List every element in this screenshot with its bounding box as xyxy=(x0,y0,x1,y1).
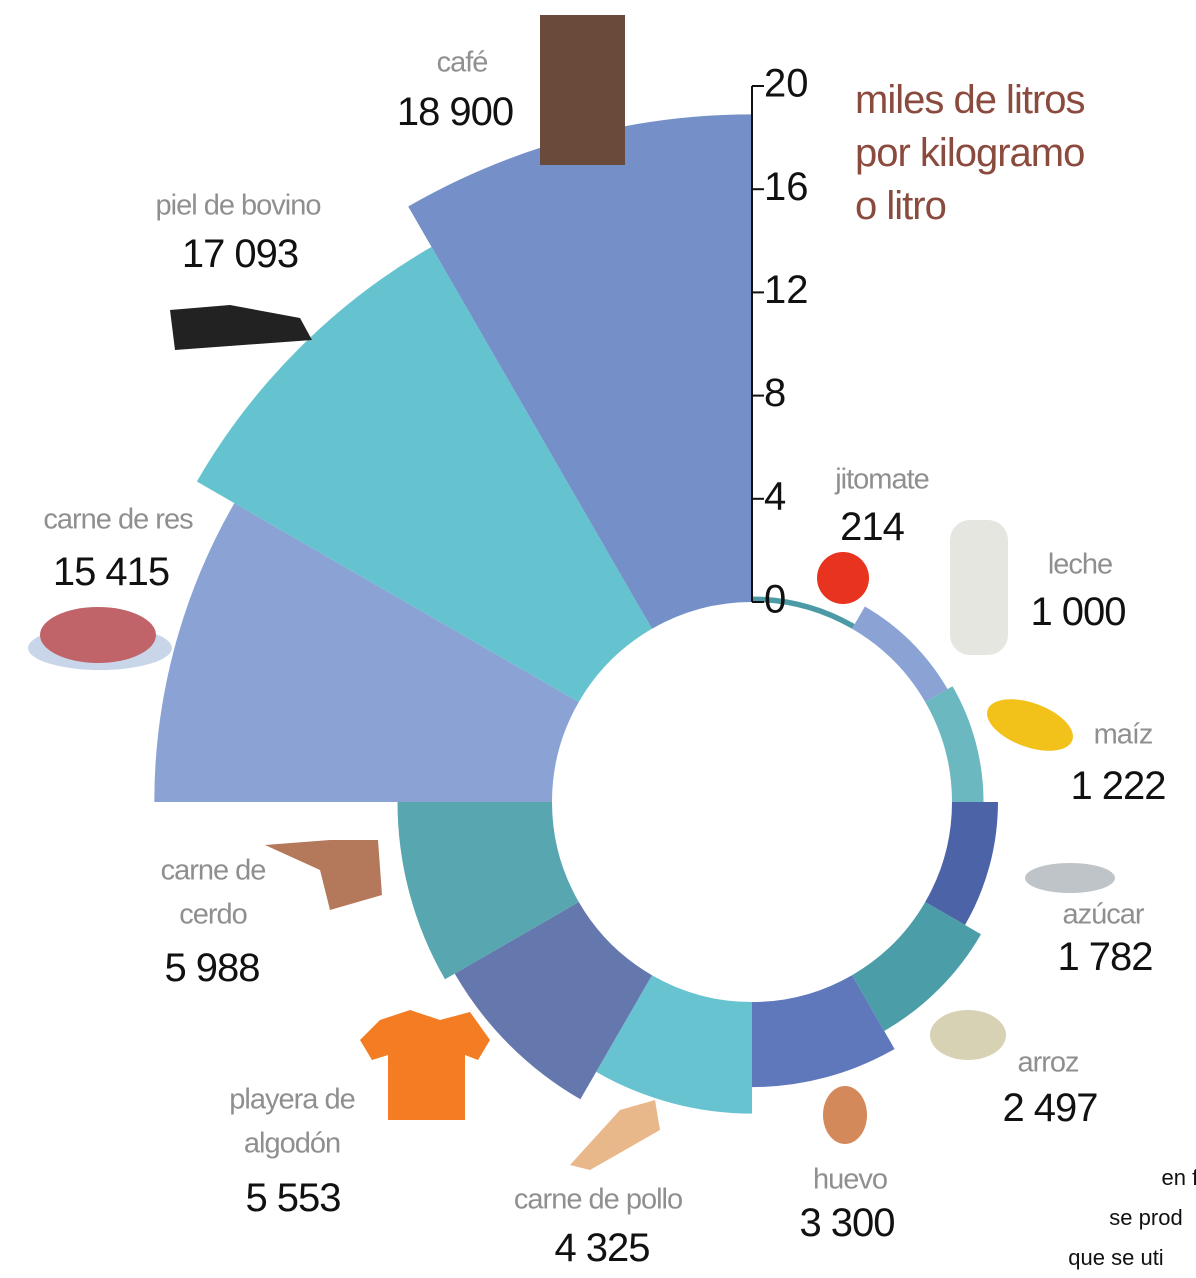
milk-icon xyxy=(950,520,1008,655)
category-label: playera de algodón xyxy=(207,1079,377,1166)
shoe-icon xyxy=(170,305,312,350)
page: 048121620 miles de litrospor kilogramoo … xyxy=(0,0,1196,1269)
note-text: que se uti xyxy=(1068,1245,1163,1271)
chicken-icon xyxy=(570,1100,660,1170)
y-tick-label: 12 xyxy=(764,268,809,312)
value-label: 15 415 xyxy=(53,542,169,602)
y-tick-label: 8 xyxy=(764,371,786,415)
category-label: café xyxy=(362,41,562,85)
beef-icon xyxy=(40,607,156,663)
axis-title: o litro xyxy=(855,184,946,229)
egg-icon xyxy=(823,1086,867,1144)
category-label: leche xyxy=(980,543,1180,587)
category-label: jitomate xyxy=(782,458,982,502)
value-label: 3 300 xyxy=(799,1193,894,1253)
category-label: maíz xyxy=(1023,713,1196,757)
note-text: se prod xyxy=(1109,1205,1182,1231)
y-tick-label: 20 xyxy=(764,62,809,106)
note-text: en fu xyxy=(1162,1165,1196,1191)
value-label: 1 000 xyxy=(1030,582,1125,642)
shirt-icon xyxy=(360,1010,490,1120)
value-label: 1 782 xyxy=(1057,927,1152,987)
center-hole xyxy=(555,605,949,999)
value-label: 5 988 xyxy=(164,938,259,998)
value-label: 214 xyxy=(840,497,904,557)
category-label: carne de cerdo xyxy=(138,850,288,937)
axis-title: por kilogramo xyxy=(855,131,1084,176)
value-label: 4 325 xyxy=(554,1218,649,1278)
tomato-icon xyxy=(817,552,869,604)
category-label: piel de bovino xyxy=(88,184,388,228)
value-label: 1 222 xyxy=(1070,756,1165,816)
value-label: 18 900 xyxy=(397,82,513,142)
sugar-icon xyxy=(1025,863,1115,893)
value-label: 5 553 xyxy=(245,1168,340,1228)
category-label: carne de res xyxy=(0,498,268,542)
category-label: carne de pollo xyxy=(448,1178,748,1222)
y-tick-label: 0 xyxy=(764,578,786,622)
value-label: 2 497 xyxy=(1002,1078,1097,1138)
value-label: 17 093 xyxy=(182,224,298,284)
y-tick-label: 16 xyxy=(764,165,809,209)
axis-title: miles de litros xyxy=(855,78,1085,123)
coffee-icon xyxy=(540,15,625,165)
